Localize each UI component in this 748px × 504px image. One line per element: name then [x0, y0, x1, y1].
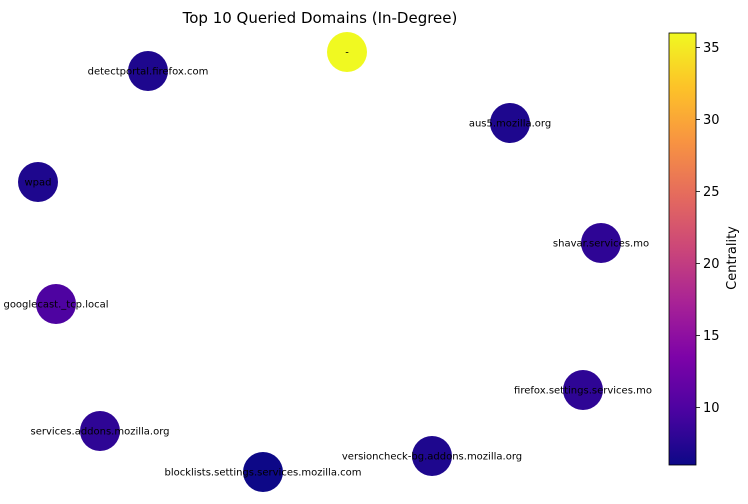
node-services-addons-mozilla-org — [80, 411, 120, 451]
colorbar-tick-label: 25 — [703, 185, 720, 200]
node-versioncheck-bg-addons-mozilla-org — [412, 436, 452, 476]
node-label-shavar-services-mo: shavar.services.mo — [553, 239, 649, 250]
node-label-versioncheck-bg-addons-mozilla-org: versioncheck-bg.addons.mozilla.org — [342, 452, 522, 463]
node-label-wpad: wpad — [24, 178, 51, 189]
node-label-dash: - — [345, 48, 349, 59]
node-label-services-addons-mozilla-org: services.addons.mozilla.org — [30, 427, 169, 438]
colorbar-tick-label: 35 — [703, 41, 720, 56]
colorbar-label: Centrality — [725, 226, 740, 290]
node-label-firefox-settings-services-mo: firefox.settings.services.mo — [514, 386, 652, 397]
colorbar-tick-label: 20 — [703, 257, 720, 272]
node-googlecast-tcp-local — [36, 284, 76, 324]
chart-title: Top 10 Queried Domains (In-Degree) — [182, 9, 458, 27]
colorbar-ticks: 10 15 20 25 30 35 — [696, 41, 720, 416]
colorbar-gradient — [668, 32, 697, 466]
node-blocklists-settings-services-mozilla-com — [243, 452, 283, 492]
network-nodes: - detectportal.firefox.com aus5.mozilla.or… — [3, 32, 652, 492]
colorbar-tick-label: 30 — [703, 113, 720, 128]
node-detectportal-firefox-com — [128, 51, 168, 91]
colorbar-tick-label: 15 — [703, 329, 720, 344]
node-shavar-services-mo — [581, 223, 621, 263]
node-dash — [327, 32, 367, 72]
colorbar: 10 15 20 25 30 35 Centrality — [668, 32, 740, 466]
node-wpad — [18, 162, 58, 202]
node-aus5-mozilla-org — [490, 103, 530, 143]
node-label-aus5-mozilla-org: aus5.mozilla.org — [469, 119, 551, 130]
node-firefox-settings-services-mo — [563, 370, 603, 410]
colorbar-tick-label: 10 — [703, 401, 720, 416]
node-label-detectportal-firefox-com: detectportal.firefox.com — [88, 67, 209, 78]
node-label-googlecast-tcp-local: googlecast._tcp.local — [3, 300, 108, 311]
node-label-blocklists-settings-services-mozilla-com: blocklists.settings.services.mozilla.com — [165, 468, 362, 479]
